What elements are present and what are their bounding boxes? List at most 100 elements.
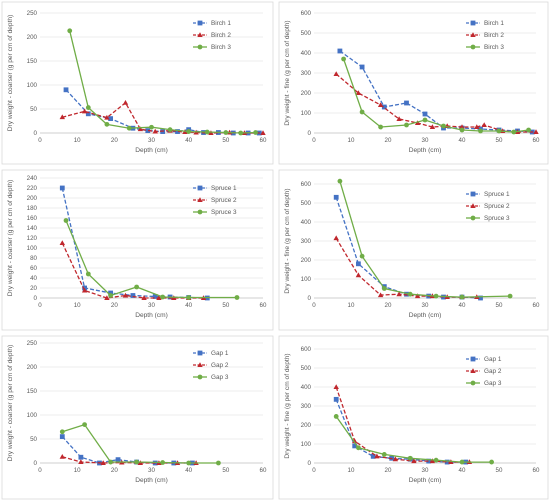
- y-tick-label: 120: [27, 235, 38, 242]
- legend-marker: [470, 368, 476, 373]
- x-tick-label: 30: [422, 302, 429, 309]
- data-point: [216, 460, 221, 466]
- legend-label: Spruce 3: [484, 215, 510, 222]
- data-point: [59, 453, 65, 459]
- data-point: [108, 290, 114, 296]
- chart-panel-1: 0 50 100 150 200 250 0 10 20 30 40 50 60 Depth (cm) Dr…: [1, 1, 274, 165]
- data-point: [433, 293, 439, 299]
- y-axis-label: Dry weight - coarser (g per cm of depth): [7, 345, 14, 462]
- y-tick-label: 50: [30, 436, 37, 443]
- data-point: [422, 111, 428, 117]
- data-point: [108, 459, 114, 465]
- x-tick-label: 30: [148, 137, 155, 144]
- y-tick-label: 200: [27, 34, 38, 41]
- data-point: [411, 458, 417, 464]
- data-point: [156, 295, 162, 300]
- legend-marker: [197, 374, 203, 380]
- data-point: [104, 114, 110, 120]
- x-tick-label: 60: [533, 467, 540, 474]
- data-point: [108, 116, 114, 121]
- y-tick-label: 300: [301, 403, 312, 410]
- series-line: [65, 220, 237, 299]
- data-point: [407, 291, 413, 297]
- x-axis-label: Depth (cm): [409, 312, 442, 319]
- x-axis-label: Depth (cm): [409, 147, 442, 154]
- y-tick-label: 500: [301, 365, 312, 372]
- y-tick-label: 100: [301, 276, 312, 283]
- chart-panel-4: 0 100 200 300 400 500 600 0 10 20 30 40 50 60 Depth (c…: [278, 169, 549, 331]
- legend-item-1: Spruce 1: [193, 185, 237, 192]
- x-tick-label: 60: [260, 137, 267, 144]
- data-point: [404, 291, 409, 297]
- series-line: [339, 50, 533, 133]
- y-tick-label: 80: [30, 255, 37, 262]
- data-point: [108, 293, 114, 298]
- y-tick-label: 220: [27, 185, 38, 192]
- legend-marker: [470, 356, 476, 362]
- data-point: [104, 121, 110, 127]
- series-line: [61, 187, 208, 299]
- series-3: [337, 178, 513, 300]
- legend-marker: [470, 380, 476, 386]
- x-tick-label: 40: [459, 467, 466, 474]
- data-point: [82, 422, 87, 427]
- data-point: [422, 117, 428, 123]
- y-axis-label: Dry weight - fine (g per cm of depth): [284, 353, 291, 458]
- y-tick-label: 20: [30, 285, 37, 292]
- series-line: [62, 456, 197, 464]
- y-tick-label: 50: [30, 106, 37, 113]
- series-2: [333, 235, 480, 300]
- y-tick-label: 240: [27, 175, 38, 182]
- legend-item-1: Spruce 1: [466, 191, 510, 198]
- x-tick-label: 50: [222, 467, 229, 474]
- y-tick-label: 600: [301, 181, 312, 188]
- data-point: [356, 261, 361, 267]
- series-1: [333, 194, 483, 301]
- data-point: [381, 452, 387, 457]
- data-point: [100, 460, 106, 465]
- legend-marker: [197, 362, 203, 367]
- x-axis-label: Depth (cm): [135, 312, 168, 319]
- y-tick-label: 0: [308, 295, 312, 302]
- data-point: [333, 194, 339, 200]
- legend-item-3: Gap 3: [466, 380, 502, 387]
- x-tick-label: 50: [222, 302, 229, 309]
- x-tick-label: 0: [38, 467, 42, 474]
- x-tick-label: 60: [533, 302, 540, 309]
- series-line: [61, 436, 193, 464]
- data-point: [186, 295, 192, 300]
- data-point: [429, 458, 436, 464]
- x-axis-label: Depth (cm): [135, 477, 168, 484]
- data-point: [355, 90, 362, 95]
- y-tick-label: 400: [301, 384, 312, 391]
- data-point: [186, 460, 192, 466]
- data-point: [134, 459, 140, 465]
- data-point: [167, 127, 173, 133]
- series-1: [337, 48, 535, 135]
- y-tick-label: 250: [27, 340, 38, 347]
- legend-label: Gap 1: [484, 356, 502, 363]
- x-axis-label: Depth (cm): [135, 147, 168, 154]
- data-point: [377, 292, 384, 298]
- data-point: [67, 28, 73, 34]
- data-point: [85, 105, 91, 110]
- legend-marker: [197, 350, 203, 356]
- data-point: [459, 127, 465, 133]
- series-2: [59, 240, 207, 300]
- y-tick-label: 150: [27, 58, 38, 65]
- data-point: [122, 292, 129, 298]
- series-line: [335, 237, 477, 298]
- legend-item-1: Birch 1: [193, 20, 231, 27]
- data-point: [160, 294, 166, 300]
- chart-frame: [1, 169, 274, 331]
- x-tick-label: 20: [111, 467, 118, 474]
- data-point: [238, 130, 244, 136]
- y-tick-label: 100: [27, 412, 38, 419]
- data-point: [356, 445, 361, 451]
- data-point: [337, 48, 343, 54]
- data-point: [355, 272, 362, 278]
- series-line: [62, 423, 219, 464]
- y-tick-label: 100: [301, 441, 312, 448]
- x-tick-label: 40: [185, 467, 192, 474]
- x-tick-label: 50: [496, 302, 503, 309]
